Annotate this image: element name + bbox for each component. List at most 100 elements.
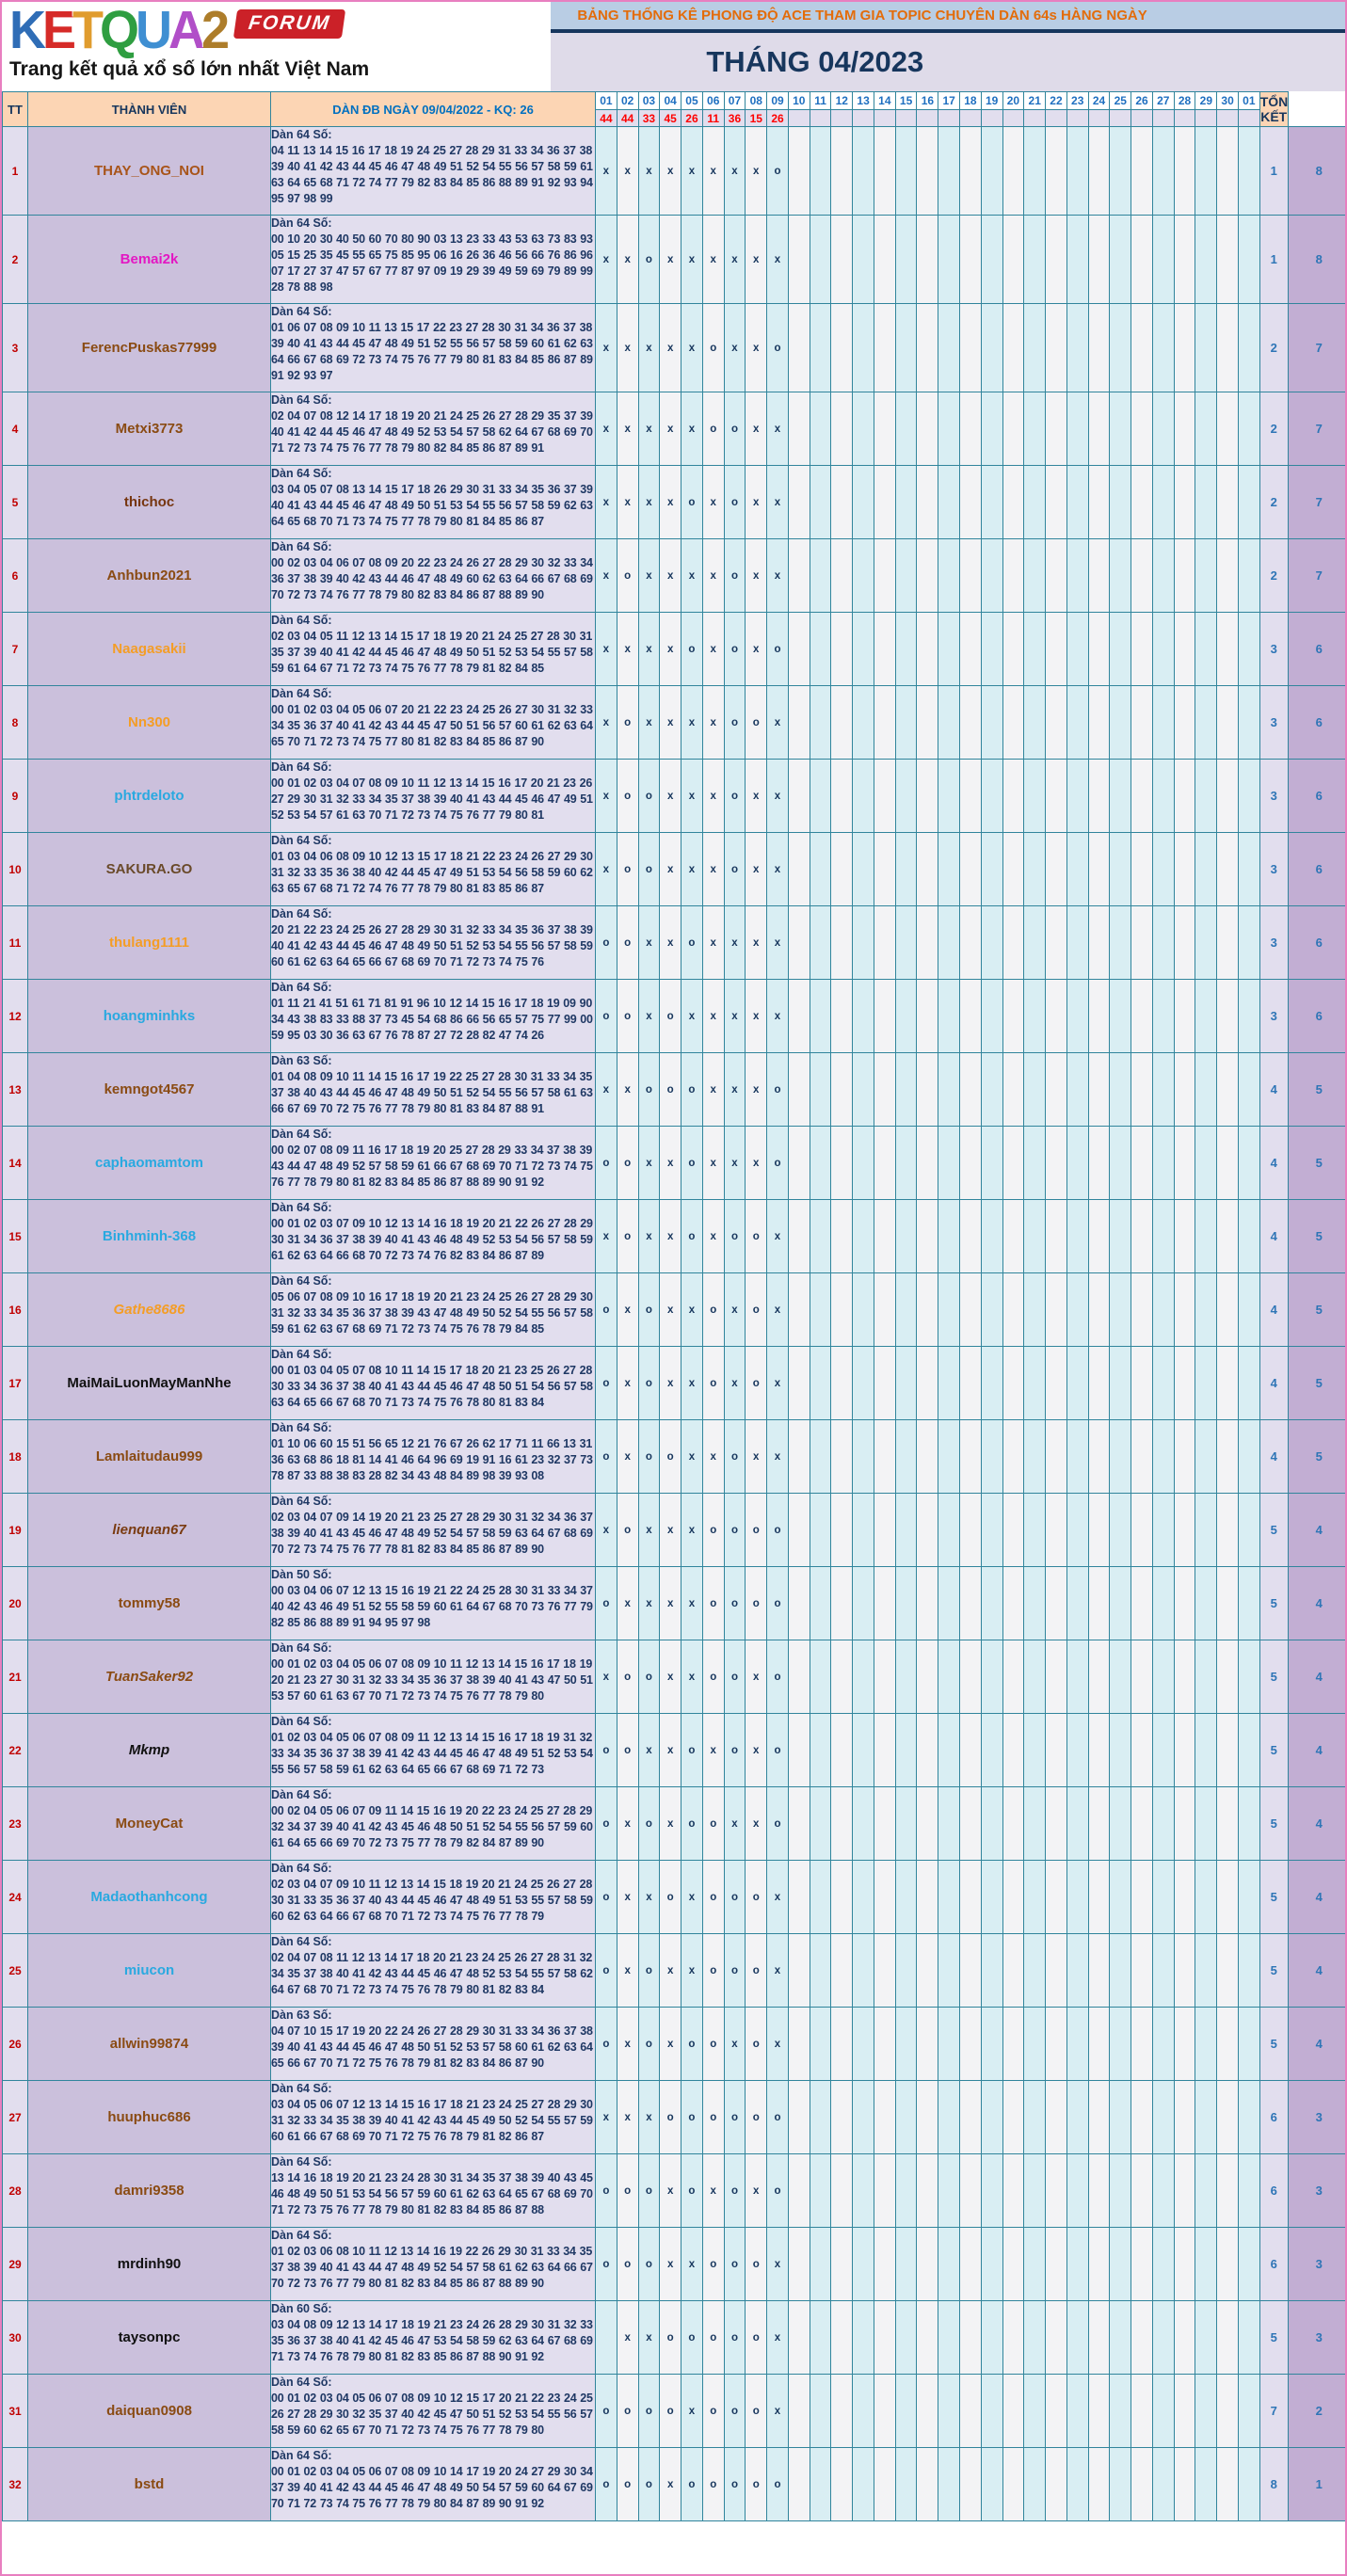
day-mark: x: [595, 126, 617, 216]
member-name[interactable]: THAY_ONG_NOI: [27, 126, 271, 216]
day-mark: [1066, 832, 1089, 906]
day-mark: [1151, 1272, 1175, 1347]
day-mark: o: [616, 1640, 639, 1714]
day-mark: o: [701, 2227, 725, 2301]
day-mark: [852, 832, 874, 906]
day-mark: o: [723, 1860, 746, 1934]
brand-letter: 2: [201, 0, 230, 60]
day-mark: o: [595, 1860, 617, 1934]
total-hit-count: 8: [1287, 126, 1345, 216]
member-name[interactable]: mrdinh90: [27, 2227, 271, 2301]
member-name[interactable]: huuphuc686: [27, 2080, 271, 2154]
day-mark: o: [701, 2374, 725, 2448]
member-name[interactable]: lienquan67: [27, 1493, 271, 1567]
day-mark: [1045, 1052, 1067, 1127]
member-name[interactable]: Madaothanhcong: [27, 1860, 271, 1934]
day-mark: [787, 2007, 810, 2081]
day-mark: [1195, 1419, 1218, 1494]
day-mark: [980, 759, 1003, 833]
dan-cell: Dàn 64 Số: 00 02 07 08 09 11 16 17 18 19 …: [270, 1126, 596, 1200]
day-mark: [916, 1566, 939, 1640]
day-mark: o: [681, 612, 703, 686]
day-mark: [1066, 465, 1089, 539]
day-mark: o: [766, 2153, 789, 2228]
day-mark: [1131, 1933, 1153, 2008]
dan-label: Dàn 64 Số:: [271, 467, 332, 480]
day-mark: [894, 126, 918, 216]
member-name[interactable]: kemngot4567: [27, 1052, 271, 1127]
day-mark: o: [681, 1052, 703, 1127]
day-mark: [1151, 538, 1175, 613]
day-mark: o: [745, 1493, 768, 1567]
day-mark: [787, 979, 810, 1053]
member-name[interactable]: miucon: [27, 1933, 271, 2008]
day-mark: [980, 392, 1003, 466]
day-mark: [873, 612, 896, 686]
dan-label: Dàn 63 Số:: [271, 1054, 332, 1067]
member-name[interactable]: FerencPuskas77999: [27, 303, 271, 392]
site-logo[interactable]: KETQUA2 FORUM Trang kết quả xổ số lớn nh…: [2, 0, 552, 91]
dan-cell: Dàn 64 Số: 01 06 07 08 09 10 11 13 15 17 …: [270, 303, 596, 392]
day-mark: [787, 685, 810, 760]
dan-cell: Dàn 64 Số: 03 04 05 07 08 13 14 15 17 18 …: [270, 465, 596, 539]
day-mark: [1023, 2447, 1047, 2521]
day-mark: [980, 905, 1003, 980]
day-column-header: 23: [1066, 91, 1089, 110]
day-mark: x: [616, 1933, 639, 2008]
tt-number: 5: [2, 465, 28, 539]
member-name[interactable]: hoangminhks: [27, 979, 271, 1053]
day-mark: [959, 215, 982, 304]
member-name[interactable]: taysonpc: [27, 2300, 271, 2375]
member-name[interactable]: Binhminh-368: [27, 1199, 271, 1273]
day-mark: o: [681, 905, 703, 980]
day-mark: [916, 685, 939, 760]
member-name[interactable]: damri9358: [27, 2153, 271, 2228]
day-mark: x: [595, 215, 617, 304]
day-mark: [938, 1126, 961, 1200]
member-name[interactable]: Nn300: [27, 685, 271, 760]
member-name[interactable]: allwin99874: [27, 2007, 271, 2081]
day-mark: [1237, 2080, 1260, 2154]
member-name[interactable]: phtrdeloto: [27, 759, 271, 833]
stats-banner-title: BẢNG THỐNG KÊ PHONG ĐỘ ACE THAM GIA TOPI…: [551, 2, 1345, 33]
day-mark: [809, 2080, 832, 2154]
member-name[interactable]: bstd: [27, 2447, 271, 2521]
member-name[interactable]: Anhbun2021: [27, 538, 271, 613]
day-mark: [830, 2447, 854, 2521]
member-name[interactable]: tommy58: [27, 1566, 271, 1640]
member-name[interactable]: MoneyCat: [27, 1786, 271, 1861]
member-name[interactable]: SAKURA.GO: [27, 832, 271, 906]
member-name[interactable]: Naagasakii: [27, 612, 271, 686]
day-mark: [873, 1052, 896, 1127]
member-name[interactable]: thichoc: [27, 465, 271, 539]
member-name[interactable]: Metxi3773: [27, 392, 271, 466]
member-name[interactable]: thulang1111: [27, 905, 271, 980]
member-name[interactable]: Bemai2k: [27, 215, 271, 304]
day-mark: [938, 905, 961, 980]
day-mark: x: [659, 1933, 682, 2008]
member-name[interactable]: Gathe8686: [27, 1272, 271, 1347]
dan-cell: Dàn 64 Số: 01 02 03 04 05 06 07 08 09 11 …: [270, 1713, 596, 1787]
day-mark: x: [766, 215, 789, 304]
day-mark: [938, 303, 961, 392]
member-name[interactable]: caphaomamtom: [27, 1126, 271, 1200]
member-name[interactable]: TuanSaker92: [27, 1640, 271, 1714]
day-mark: [1131, 2300, 1153, 2375]
day-mark: o: [681, 1713, 703, 1787]
day-mark: [938, 465, 961, 539]
day-mark: o: [681, 2300, 703, 2375]
member-row: 25 miucon Dàn 64 Số: 02 04 07 08 11 12 13 1…: [2, 1933, 1345, 2008]
day-mark: x: [723, 126, 746, 216]
day-mark: o: [595, 1419, 617, 1494]
member-name[interactable]: daiquan0908: [27, 2374, 271, 2448]
member-name[interactable]: MaiMaiLuonMayManNhe: [27, 1346, 271, 1420]
member-name[interactable]: Mkmp: [27, 1713, 271, 1787]
day-mark: x: [701, 832, 725, 906]
day-result-value: [852, 109, 874, 127]
day-mark: [1173, 538, 1196, 613]
day-mark: [1237, 2374, 1260, 2448]
day-mark: [873, 392, 896, 466]
member-name[interactable]: Lamlaitudau999: [27, 1419, 271, 1494]
day-mark: [1002, 303, 1025, 392]
tt-number: 23: [2, 1786, 28, 1861]
